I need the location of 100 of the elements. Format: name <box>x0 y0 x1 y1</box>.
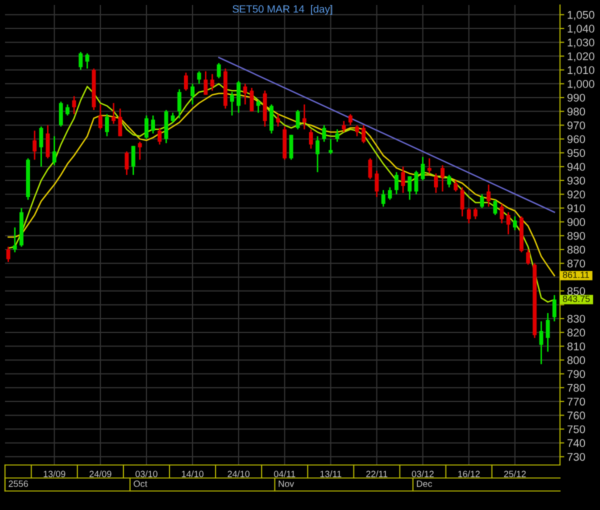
candlestick <box>276 113 280 128</box>
candlestick <box>362 124 366 144</box>
candlestick <box>460 186 464 218</box>
y-tick-label: 770 <box>568 398 586 406</box>
candlestick <box>454 180 458 192</box>
y-tick-label: 850 <box>567 287 586 296</box>
y-tick-label: 790 <box>568 370 586 378</box>
x-tick-label: 24/09 <box>90 470 112 478</box>
candlestick <box>66 104 70 116</box>
candlestick <box>58 101 63 128</box>
candlestick <box>480 194 484 209</box>
text: Dec <box>416 480 432 487</box>
candlestick <box>381 189 386 208</box>
x-tick-label: 03/10 <box>136 470 158 478</box>
x-tick-label: 16/12 <box>458 470 480 478</box>
y-tick-label: 820 <box>567 328 586 337</box>
candlestick <box>72 95 76 115</box>
y-tick-label: 950 <box>567 149 586 157</box>
candlestick <box>250 87 254 112</box>
y-tick-label: 1,050 <box>568 10 594 20</box>
text: Nov <box>278 480 294 487</box>
y-tick-label: 740 <box>568 439 586 448</box>
candlestick <box>552 294 556 322</box>
candlestick <box>289 134 294 160</box>
candlestick <box>105 113 109 137</box>
candlestick <box>204 70 208 96</box>
y-tick-label: 920 <box>567 190 586 198</box>
candlestick <box>420 156 425 182</box>
y-tick-label: 900 <box>567 218 586 226</box>
x-tick-label: 25/12 <box>504 470 526 478</box>
candlestick <box>112 102 116 124</box>
candlestick <box>52 136 56 166</box>
candlestick <box>394 171 398 195</box>
candlestick <box>328 138 333 155</box>
y-tick-label: 780 <box>568 384 586 392</box>
y-tick-label: 990 <box>567 94 586 102</box>
text: 861.11 <box>562 272 590 278</box>
candlestick <box>526 248 530 266</box>
y-tick-label: 830 <box>567 314 586 323</box>
candlestick <box>473 207 478 220</box>
candlestick <box>368 158 372 180</box>
y-tick-label: 1,010 <box>568 66 594 76</box>
candlestick <box>493 199 498 216</box>
candlestick <box>401 166 406 194</box>
candlestick <box>355 124 359 137</box>
candlestick <box>322 124 326 142</box>
candlestick <box>539 320 544 365</box>
y-tick-label: 980 <box>567 108 586 116</box>
candlestick <box>210 73 214 92</box>
y-tick-label: 810 <box>567 342 586 350</box>
text: 843.75 <box>562 296 590 302</box>
text: Oct <box>134 480 148 487</box>
y-tick-label: 1,040 <box>568 24 594 34</box>
candlestick <box>12 226 17 253</box>
text: 2556 <box>8 480 28 487</box>
candlestick <box>408 176 412 200</box>
y-tick-label: 940 <box>567 162 586 171</box>
candlestick <box>98 104 102 130</box>
candlestick <box>335 128 340 142</box>
y-tick-label: 800 <box>567 356 586 364</box>
candlestick <box>177 88 182 119</box>
candlestick <box>184 72 188 92</box>
y-tick-label: 1,000 <box>568 80 594 90</box>
candlestick <box>447 174 452 188</box>
candlestick <box>486 184 491 208</box>
candlestick <box>512 216 517 231</box>
candlestick <box>197 70 202 84</box>
x-tick-label: 04/11 <box>274 470 296 478</box>
candlestick <box>131 145 136 176</box>
candlestick <box>6 246 10 263</box>
candlestick <box>388 186 392 200</box>
y-tick-label: 880 <box>567 246 586 254</box>
x-tick-label: 24/10 <box>228 470 250 478</box>
candlestick <box>256 100 260 114</box>
x-tick-label: 22/11 <box>366 470 388 478</box>
y-tick-label: 1,030 <box>568 38 594 48</box>
candlestick <box>316 136 320 173</box>
y-tick-label: 960 <box>567 135 586 144</box>
y-tick-label: 1,020 <box>568 52 594 62</box>
candlestick <box>151 114 156 134</box>
candlestick <box>414 170 418 195</box>
y-tick-label: 870 <box>567 260 586 268</box>
candlestick <box>230 91 234 116</box>
candlestick <box>236 80 241 114</box>
candlestick <box>506 212 510 236</box>
candlestick <box>85 52 90 70</box>
y-tick-label: 890 <box>567 232 586 240</box>
candlestick <box>434 172 438 194</box>
candlestick <box>138 141 142 160</box>
candlestick <box>308 128 313 150</box>
y-tick-label: 750 <box>568 425 586 434</box>
x-tick-label: 13/11 <box>320 470 342 478</box>
y-tick-label: 930 <box>567 176 586 185</box>
candlestick <box>427 158 432 174</box>
y-tick-label: 760 <box>568 412 586 420</box>
candlestick <box>348 113 352 126</box>
x-tick-label: 13/09 <box>44 470 66 478</box>
y-tick-label: 730 <box>568 452 586 461</box>
candlestick <box>466 207 471 224</box>
candlestick <box>302 104 306 130</box>
